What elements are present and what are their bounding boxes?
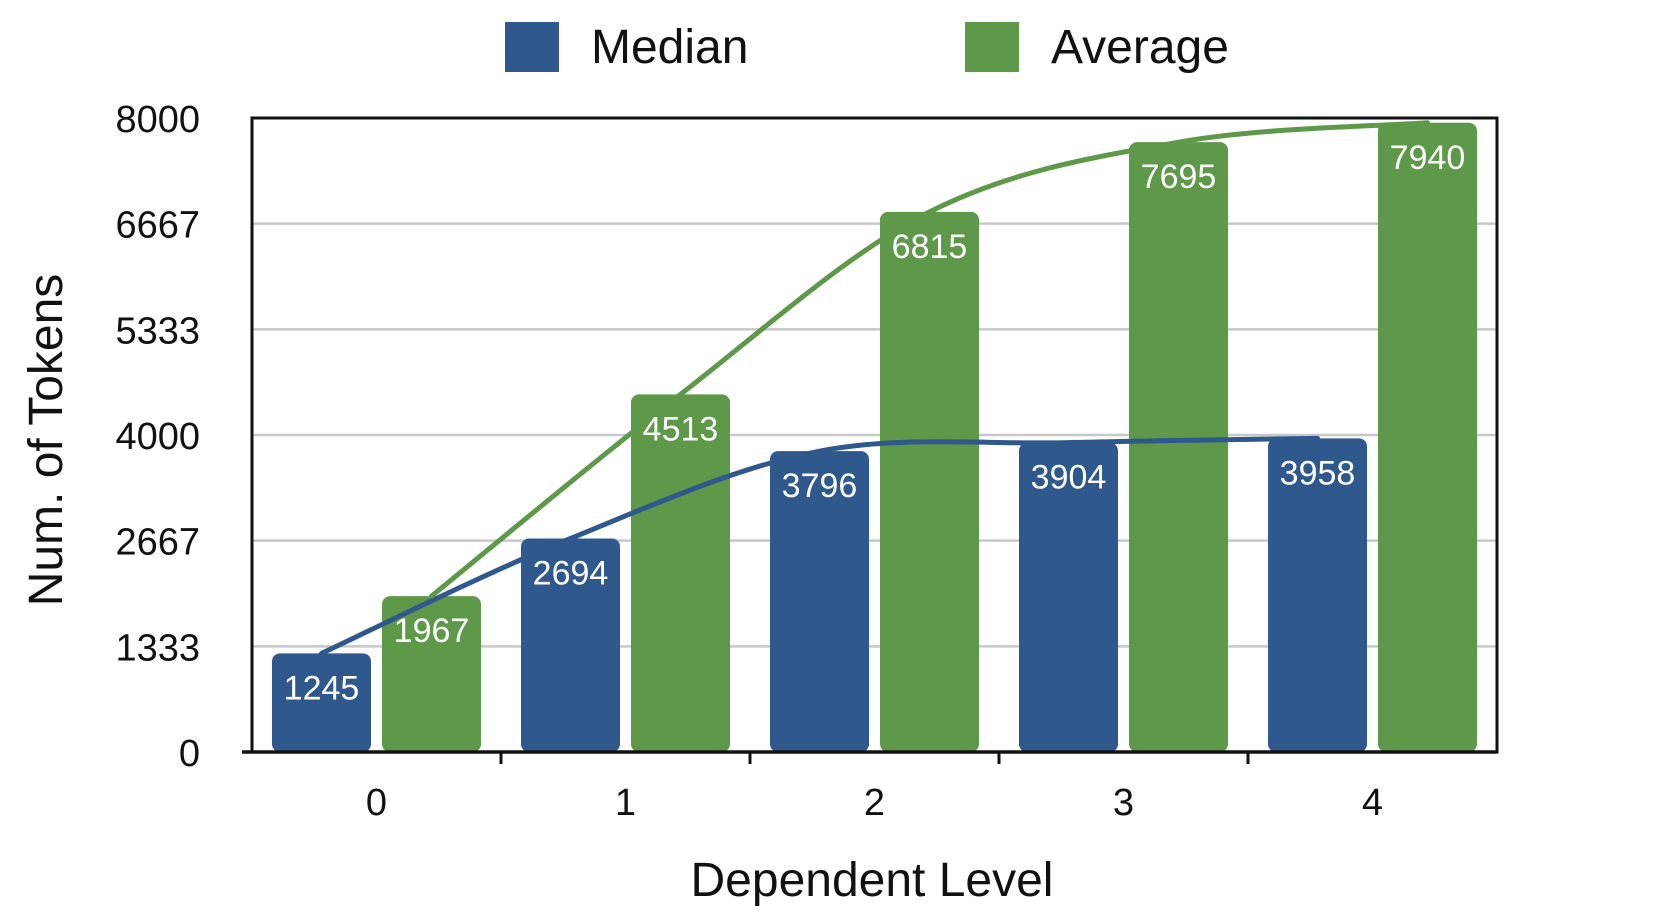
data-label: 6815 bbox=[892, 228, 968, 266]
bar-average-2 bbox=[880, 212, 979, 752]
y-tick-label: 0 bbox=[179, 733, 200, 775]
data-label: 3796 bbox=[782, 467, 858, 505]
data-label: 3958 bbox=[1280, 454, 1356, 492]
data-label: 7940 bbox=[1390, 139, 1466, 177]
legend: Median Average bbox=[505, 21, 1229, 74]
y-tick-label: 6667 bbox=[115, 205, 200, 247]
x-tick-label: 2 bbox=[864, 782, 885, 824]
data-label: 7695 bbox=[1141, 158, 1217, 196]
y-tick-label: 5333 bbox=[115, 310, 200, 352]
y-tick-label: 1333 bbox=[115, 627, 200, 669]
y-tick-label: 2667 bbox=[115, 522, 200, 564]
legend-label: Average bbox=[1051, 21, 1229, 74]
data-label: 4513 bbox=[643, 410, 719, 448]
x-tick-label: 0 bbox=[366, 782, 387, 824]
bar-average-4 bbox=[1378, 123, 1477, 752]
x-axis-title: Dependent Level bbox=[691, 854, 1054, 907]
x-tick-label: 1 bbox=[615, 782, 636, 824]
y-axis-title: Num. of Tokens bbox=[20, 274, 73, 607]
data-label: 3904 bbox=[1031, 459, 1107, 497]
y-tick-label: 8000 bbox=[115, 99, 200, 141]
legend-label: Median bbox=[591, 21, 748, 74]
y-tick-label: 4000 bbox=[115, 416, 200, 458]
data-label: 1967 bbox=[394, 612, 470, 650]
legend-swatch-median bbox=[505, 22, 559, 72]
trend-lines bbox=[322, 123, 1428, 654]
bar-average-3 bbox=[1129, 142, 1228, 752]
data-label: 1245 bbox=[284, 669, 360, 707]
x-tick-label: 4 bbox=[1362, 782, 1383, 824]
data-label: 2694 bbox=[533, 555, 609, 593]
x-tick-label: 3 bbox=[1113, 782, 1134, 824]
legend-swatch-average bbox=[965, 22, 1019, 72]
